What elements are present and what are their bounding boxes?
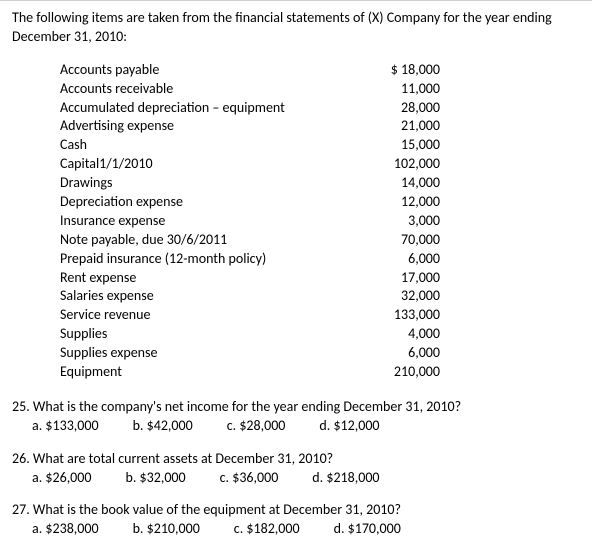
item-label: Equipment: [60, 363, 360, 382]
question-options: a. $26,000 b. $32,000 c. $36,000 d. $218,00…: [32, 469, 580, 488]
table-row: Accounts payable$ 18,000: [60, 61, 580, 80]
question-option: b. $42,000: [133, 417, 193, 436]
table-row: Service revenue133,000: [60, 306, 580, 325]
item-value: 70,000: [360, 231, 440, 250]
question-option: c. $36,000: [220, 469, 279, 488]
item-value: 17,000: [360, 269, 440, 288]
item-value: 4,000: [360, 325, 440, 344]
intro-text: The following items are taken from the f…: [12, 9, 580, 47]
question-option: d. $218,000: [312, 469, 379, 488]
table-row: Salaries expense32,000: [60, 287, 580, 306]
question-text: 26. What are total current assets at Dec…: [12, 450, 580, 469]
item-label: Supplies: [60, 325, 360, 344]
item-label: Advertising expense: [60, 117, 360, 136]
question-option: c. $182,000: [234, 520, 300, 539]
question-option: d. $170,000: [334, 520, 401, 539]
table-row: Accounts receivable11,000: [60, 80, 580, 99]
item-label: Insurance expense: [60, 212, 360, 231]
table-row: Capital1/1/2010102,000: [60, 155, 580, 174]
item-value: $ 18,000: [360, 61, 440, 80]
table-row: Equipment210,000: [60, 363, 580, 382]
table-row: Prepaid insurance (12-month policy)6,000: [60, 250, 580, 269]
item-label: Note payable, due 30/6/2011: [60, 231, 360, 250]
question-option: b. $210,000: [133, 520, 200, 539]
item-value: 133,000: [360, 306, 440, 325]
item-label: Accounts receivable: [60, 80, 360, 99]
table-row: Depreciation expense12,000: [60, 193, 580, 212]
item-label: Cash: [60, 136, 360, 155]
table-row: Supplies expense6,000: [60, 344, 580, 363]
item-value: 21,000: [360, 117, 440, 136]
item-value: 15,000: [360, 136, 440, 155]
item-value: 32,000: [360, 287, 440, 306]
question-option: a. $26,000: [32, 469, 91, 488]
question-option: c. $28,000: [227, 417, 286, 436]
item-value: 102,000: [360, 155, 440, 174]
question-option: a. $238,000: [32, 520, 99, 539]
question-text: 25. What is the company's net income for…: [12, 398, 580, 417]
item-label: Drawings: [60, 174, 360, 193]
item-value: 6,000: [360, 344, 440, 363]
question-option: d. $12,000: [319, 417, 379, 436]
item-label: Depreciation expense: [60, 193, 360, 212]
item-value: 28,000: [360, 99, 440, 118]
question: 25. What is the company's net income for…: [12, 398, 580, 436]
item-value: 11,000: [360, 80, 440, 99]
item-value: 12,000: [360, 193, 440, 212]
item-value: 14,000: [360, 174, 440, 193]
table-row: Advertising expense21,000: [60, 117, 580, 136]
item-value: 210,000: [360, 363, 440, 382]
item-label: Accumulated depreciation – equipment: [60, 99, 360, 118]
table-row: Rent expense17,000: [60, 269, 580, 288]
question-options: a. $238,000 b. $210,000 c. $182,000 d. $170…: [32, 520, 580, 539]
question-option: a. $133,000: [32, 417, 99, 436]
item-label: Prepaid insurance (12-month policy): [60, 250, 360, 269]
item-label: Salaries expense: [60, 287, 360, 306]
item-label: Capital1/1/2010: [60, 155, 360, 174]
question-option: b. $32,000: [125, 469, 185, 488]
table-row: Supplies4,000: [60, 325, 580, 344]
table-row: Insurance expense3,000: [60, 212, 580, 231]
item-label: Supplies expense: [60, 344, 360, 363]
item-label: Accounts payable: [60, 61, 360, 80]
table-row: Accumulated depreciation – equipment28,0…: [60, 99, 580, 118]
item-label: Rent expense: [60, 269, 360, 288]
table-row: Drawings14,000: [60, 174, 580, 193]
item-label: Service revenue: [60, 306, 360, 325]
item-value: 3,000: [360, 212, 440, 231]
question: 26. What are total current assets at Dec…: [12, 450, 580, 488]
item-value: 6,000: [360, 250, 440, 269]
question-text: 27. What is the book value of the equipm…: [12, 501, 580, 520]
question: 27. What is the book value of the equipm…: [12, 501, 580, 539]
table-row: Note payable, due 30/6/201170,000: [60, 231, 580, 250]
financial-items-table: Accounts payable$ 18,000Accounts receiva…: [60, 61, 580, 382]
table-row: Cash15,000: [60, 136, 580, 155]
question-options: a. $133,000 b. $42,000 c. $28,000 d. $12,00…: [32, 417, 580, 436]
